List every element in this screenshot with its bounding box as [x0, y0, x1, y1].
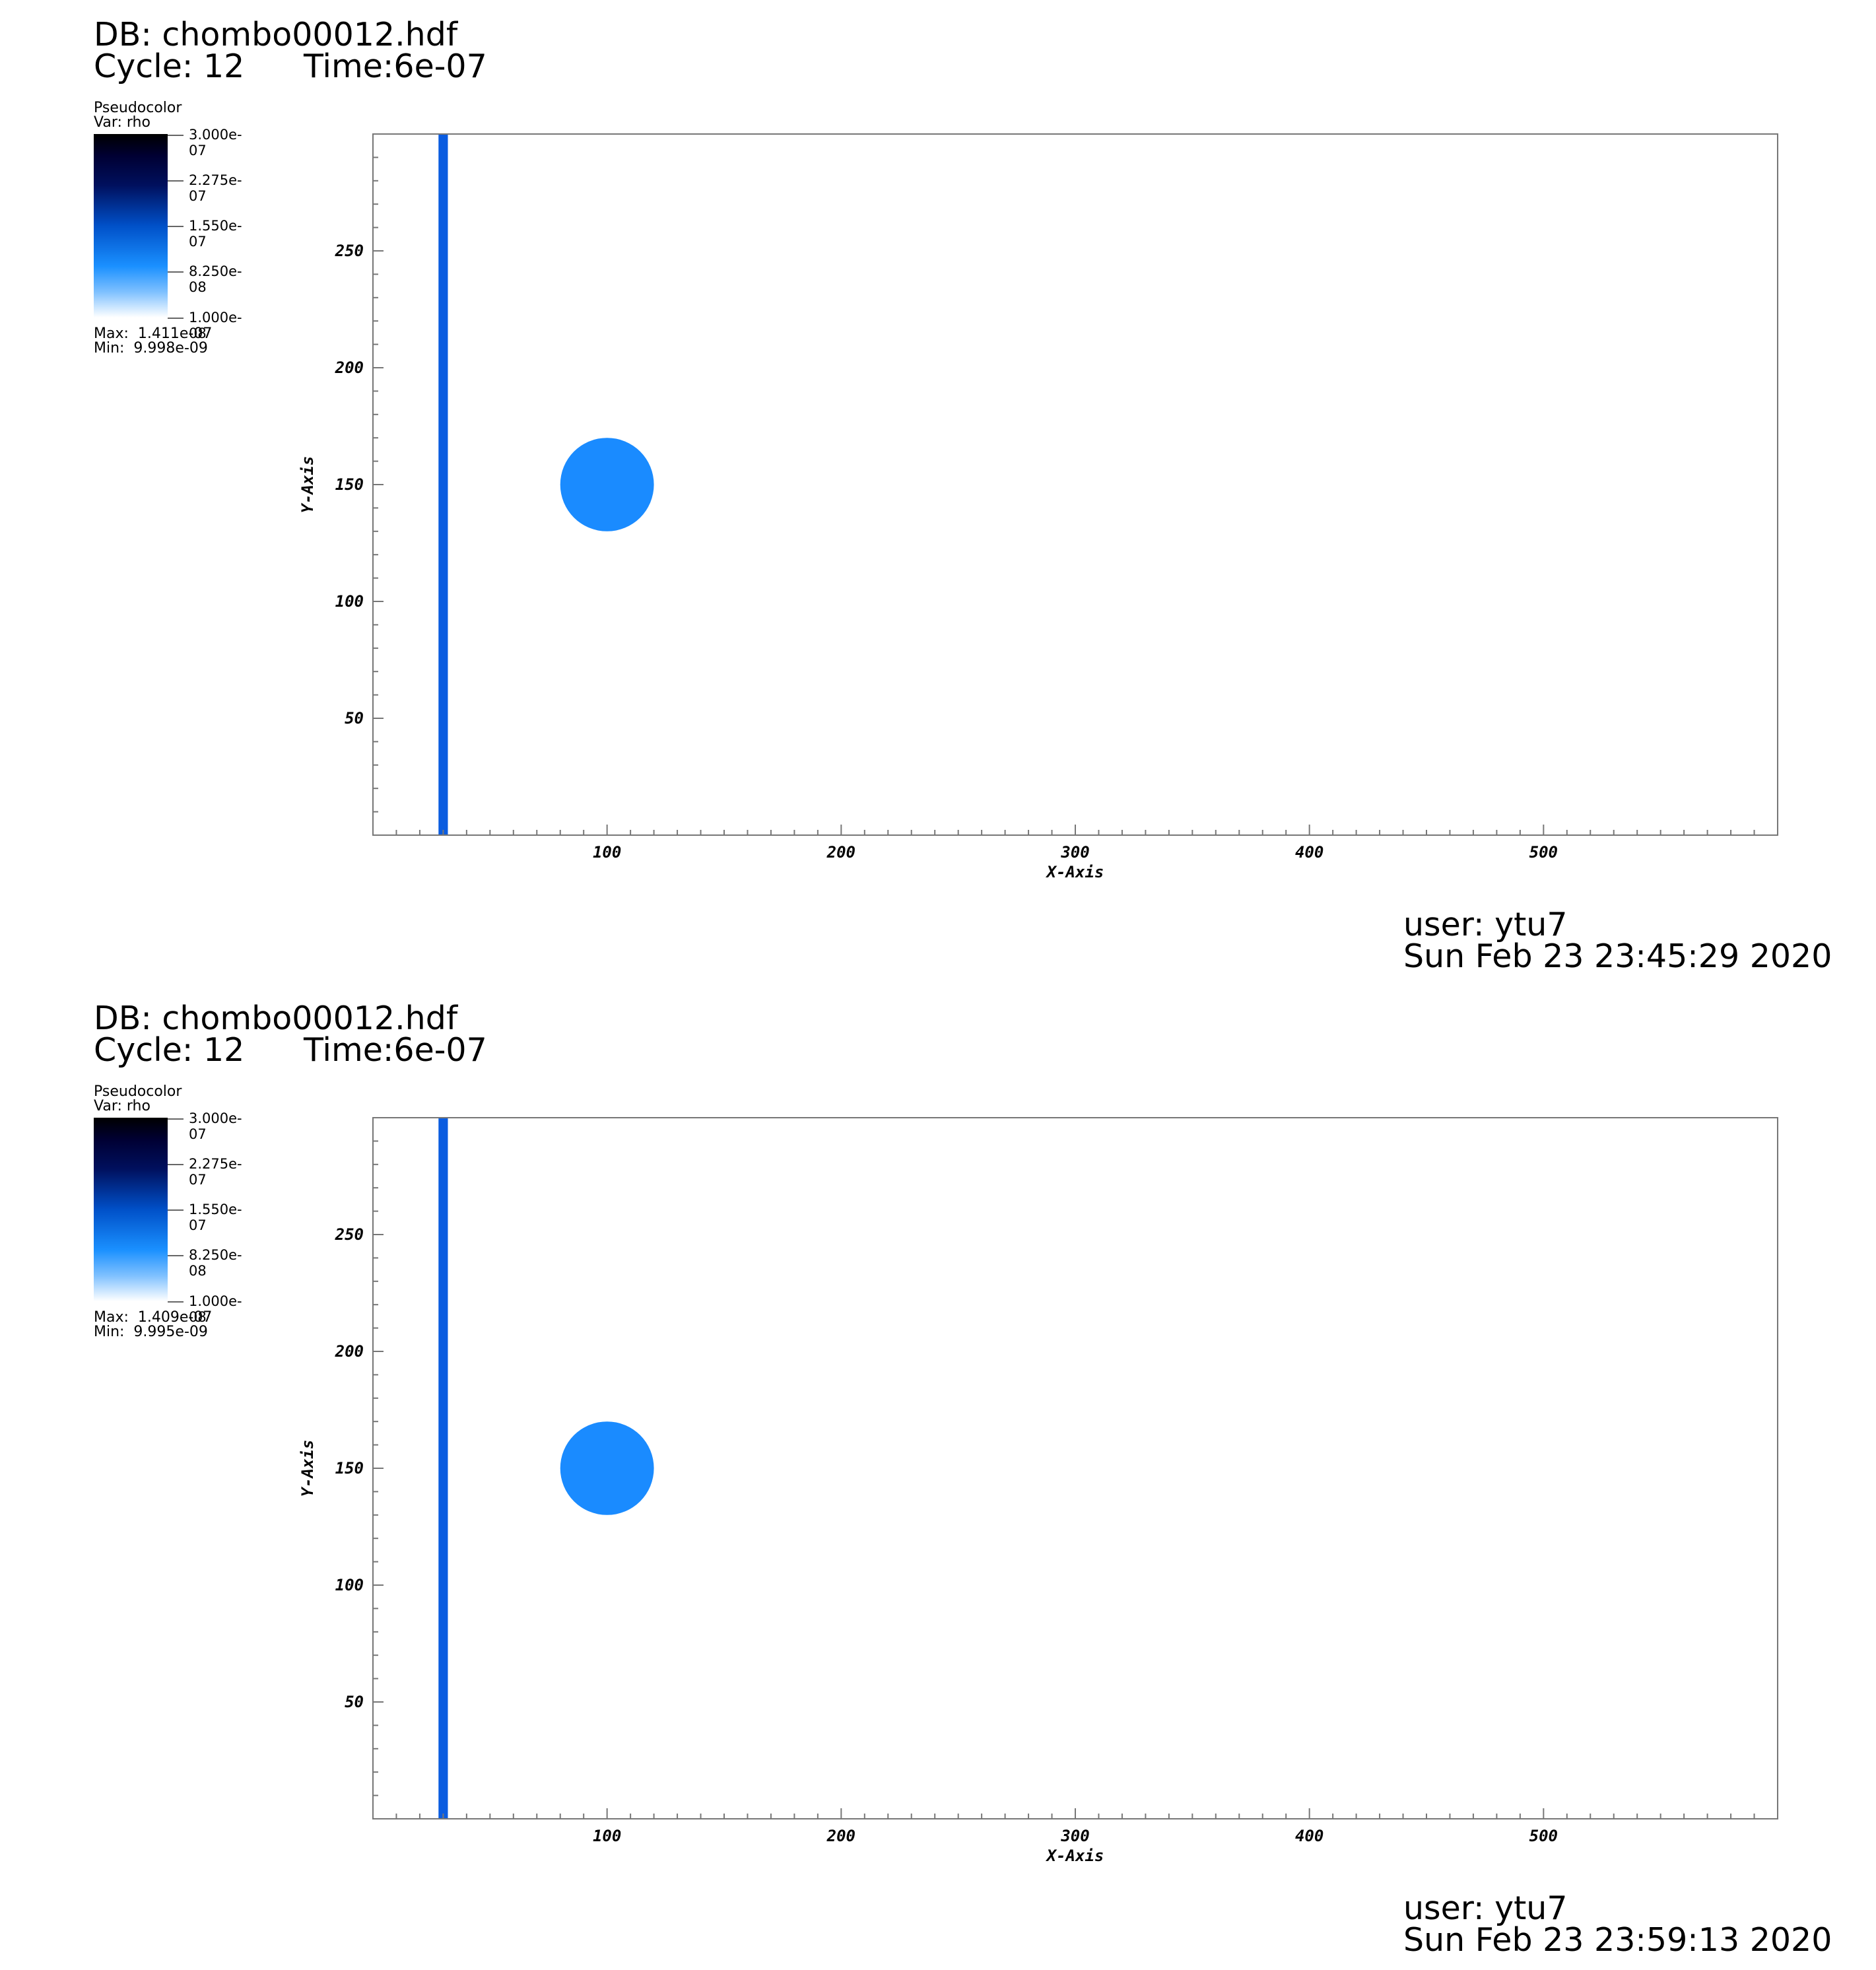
time-label: Time:6e-07 — [304, 1031, 487, 1069]
plot-panel-1: DB: chombo00012.hdf Cycle: 12 Time:6e-07… — [94, 16, 1832, 975]
colorbar-tick-label: 1.550e-07 — [189, 1202, 242, 1233]
date-label: Sun Feb 23 23:59:13 2020 — [1403, 1921, 1832, 1959]
x-tick-label: 500 — [1529, 843, 1558, 862]
db-title: DB: chombo00012.hdf — [94, 16, 458, 53]
plot-panel-2: DB: chombo00012.hdf Cycle: 12 Time:6e-07… — [0, 984, 1876, 1969]
colorbar — [94, 1118, 168, 1301]
legend-plot-type: Pseudocolor — [94, 100, 182, 116]
y-tick-label: 50 — [345, 709, 364, 728]
legend-plot-type: Pseudocolor — [94, 1083, 182, 1100]
legend-var: Var: rho — [94, 1098, 151, 1114]
x-tick-label: 100 — [593, 843, 621, 862]
x-axis-title: X-Axis — [1046, 863, 1104, 881]
legend-min: Min: 9.995e-09 — [94, 1324, 208, 1340]
x-tick-label: 300 — [1060, 1827, 1089, 1845]
y-tick-label: 250 — [335, 242, 364, 260]
y-tick-label: 150 — [335, 475, 364, 494]
colorbar-tick-label: 3.000e-07 — [189, 1110, 242, 1142]
y-tick-label: 250 — [335, 1225, 364, 1244]
x-tick-label: 200 — [826, 843, 855, 862]
x-tick-label: 400 — [1295, 1827, 1323, 1845]
density-disk — [560, 1421, 654, 1515]
x-tick-label: 200 — [826, 1827, 855, 1845]
user-label: user: ytu7 — [1403, 906, 1568, 943]
y-tick-label: 200 — [335, 358, 364, 377]
density-band — [438, 1118, 448, 1819]
colorbar-tick-label: 3.000e-07 — [189, 127, 242, 158]
legend-min: Min: 9.998e-09 — [94, 340, 208, 357]
x-tick-label: 400 — [1295, 843, 1323, 862]
colorbar-tick-label: 1.000e-08 — [189, 310, 242, 341]
density-band — [438, 134, 448, 835]
colorbar-tick-label: 8.250e-08 — [189, 1247, 242, 1279]
plot-area: 100 200 300 400 500 50 100 150 200 250 X-Axis Y-Axi… — [298, 1117, 1778, 1865]
colorbar-tick-label: 1.550e-07 — [189, 218, 242, 250]
y-axis-title: Y-Axis — [298, 1440, 317, 1497]
cycle-label: Cycle: 12 — [94, 48, 245, 85]
y-tick-label: 150 — [335, 1459, 364, 1478]
colorbar — [94, 134, 168, 318]
colorbar-tick-label: 1.000e-08 — [189, 1293, 242, 1325]
time-label: Time:6e-07 — [304, 48, 487, 85]
y-tick-label: 200 — [335, 1342, 364, 1361]
colorbar-tick-label: 2.275e-07 — [189, 1156, 242, 1188]
db-title: DB: chombo00012.hdf — [94, 1000, 458, 1037]
colorbar-tick-label: 2.275e-07 — [189, 172, 242, 204]
x-axis-title: X-Axis — [1046, 1847, 1104, 1865]
colorbar-tick-label: 8.250e-08 — [189, 263, 242, 295]
y-tick-label: 50 — [345, 1693, 364, 1711]
x-tick-label: 100 — [593, 1827, 621, 1845]
x-tick-label: 300 — [1060, 843, 1089, 862]
legend-var: Var: rho — [94, 114, 151, 131]
y-axis-title: Y-Axis — [298, 456, 317, 514]
legend-max: Max: 1.409e-07 — [94, 1309, 213, 1326]
date-label: Sun Feb 23 23:45:29 2020 — [1403, 937, 1832, 975]
y-tick-label: 100 — [335, 592, 364, 611]
legend-max: Max: 1.411e-07 — [94, 325, 213, 342]
cycle-label: Cycle: 12 — [94, 1031, 245, 1069]
x-tick-label: 500 — [1529, 1827, 1558, 1845]
plot-area: 100 200 300 400 500 50 100 150 200 250 X-Axis Y-Axi… — [298, 133, 1778, 881]
y-tick-label: 100 — [335, 1576, 364, 1594]
density-disk — [560, 438, 654, 531]
user-label: user: ytu7 — [1403, 1889, 1568, 1927]
